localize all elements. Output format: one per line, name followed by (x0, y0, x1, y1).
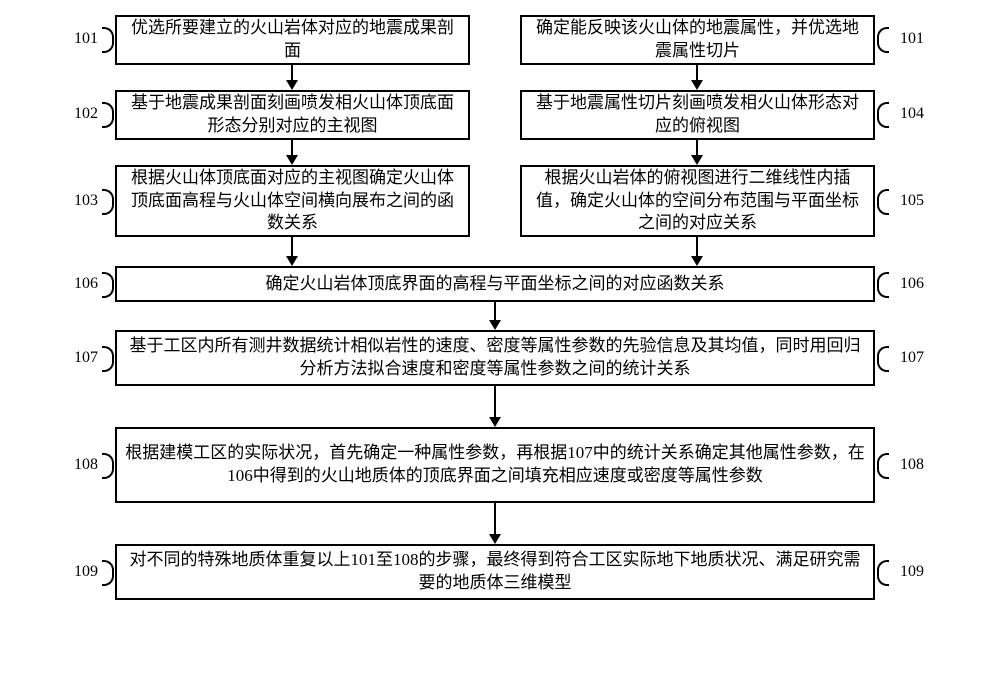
flowchart-box-107: 基于工区内所有测井数据统计相似岩性的速度、密度等属性参数的先验信息及其均值，同时… (115, 330, 875, 386)
bracket-icon (102, 560, 114, 586)
arrowhead-icon (286, 155, 298, 165)
arrowhead-icon (489, 320, 501, 330)
flowchart-box-108: 根据建模工区的实际状况，首先确定一种属性参数，再根据107中的统计关系确定其他属… (115, 427, 875, 503)
step-label-109-left: 109 (74, 563, 98, 581)
flowchart-box-104: 基于地震属性切片刻画喷发相火山体形态对应的俯视图 (520, 90, 875, 140)
box-text: 对不同的特殊地质体重复以上101至108的步骤，最终得到符合工区实际地下地质状况… (125, 549, 865, 595)
box-text: 基于地震属性切片刻画喷发相火山体形态对应的俯视图 (530, 92, 865, 138)
box-text: 基于地震成果剖面刻画喷发相火山体顶底面形态分别对应的主视图 (125, 92, 460, 138)
step-label-106-left: 106 (74, 275, 98, 293)
arrowhead-icon (489, 534, 501, 544)
step-label-105-right: 105 (900, 192, 924, 210)
step-label-109-right: 109 (900, 563, 924, 581)
bracket-icon (102, 189, 114, 215)
bracket-icon (877, 189, 889, 215)
box-text: 优选所要建立的火山岩体对应的地震成果剖面 (125, 17, 460, 63)
box-text: 根据火山岩体的俯视图进行二维线性内插值，确定火山体的空间分布范围与平面坐标之间的… (530, 167, 865, 236)
bracket-icon (102, 453, 114, 479)
arrowhead-icon (489, 417, 501, 427)
bracket-icon (877, 346, 889, 372)
arrowhead-icon (691, 80, 703, 90)
bracket-icon (102, 272, 114, 298)
arrow-icon (696, 237, 698, 258)
flowchart-box-109: 对不同的特殊地质体重复以上101至108的步骤，最终得到符合工区实际地下地质状况… (115, 544, 875, 600)
step-label-101-left: 101 (74, 30, 98, 48)
flowchart-box-101a: 优选所要建立的火山岩体对应的地震成果剖面 (115, 15, 470, 65)
flowchart-box-103: 根据火山体顶底面对应的主视图确定火山体顶底面高程与火山体空间横向展布之间的函数关… (115, 165, 470, 237)
step-label-107-right: 107 (900, 349, 924, 367)
box-text: 确定能反映该火山体的地震属性，并优选地震属性切片 (530, 17, 865, 63)
bracket-icon (877, 272, 889, 298)
arrowhead-icon (286, 256, 298, 266)
bracket-icon (102, 27, 114, 53)
step-label-106-right: 106 (900, 275, 924, 293)
flowchart-box-101b: 确定能反映该火山体的地震属性，并优选地震属性切片 (520, 15, 875, 65)
step-label-103-left: 103 (74, 192, 98, 210)
box-text: 基于工区内所有测井数据统计相似岩性的速度、密度等属性参数的先验信息及其均值，同时… (125, 335, 865, 381)
bracket-icon (877, 27, 889, 53)
bracket-icon (877, 102, 889, 128)
box-text: 确定火山岩体顶底界面的高程与平面坐标之间的对应函数关系 (266, 273, 725, 296)
arrow-icon (494, 386, 496, 419)
arrow-icon (291, 237, 293, 258)
bracket-icon (877, 560, 889, 586)
step-label-108-left: 108 (74, 456, 98, 474)
arrowhead-icon (691, 155, 703, 165)
flowchart-diagram: 优选所要建立的火山岩体对应的地震成果剖面 确定能反映该火山体的地震属性，并优选地… (0, 10, 1000, 666)
arrowhead-icon (286, 80, 298, 90)
box-text: 根据火山体顶底面对应的主视图确定火山体顶底面高程与火山体空间横向展布之间的函数关… (125, 167, 460, 236)
bracket-icon (102, 102, 114, 128)
bracket-icon (102, 346, 114, 372)
box-text: 根据建模工区的实际状况，首先确定一种属性参数，再根据107中的统计关系确定其他属… (125, 442, 865, 488)
step-label-104-right: 104 (900, 105, 924, 123)
step-label-102-left: 102 (74, 105, 98, 123)
step-label-108-right: 108 (900, 456, 924, 474)
arrow-icon (494, 503, 496, 536)
flowchart-box-105: 根据火山岩体的俯视图进行二维线性内插值，确定火山体的空间分布范围与平面坐标之间的… (520, 165, 875, 237)
step-label-107-left: 107 (74, 349, 98, 367)
step-label-101-right: 101 (900, 30, 924, 48)
arrow-icon (494, 302, 496, 322)
flowchart-box-102: 基于地震成果剖面刻画喷发相火山体顶底面形态分别对应的主视图 (115, 90, 470, 140)
arrowhead-icon (691, 256, 703, 266)
flowchart-box-106: 确定火山岩体顶底界面的高程与平面坐标之间的对应函数关系 (115, 266, 875, 302)
bracket-icon (877, 453, 889, 479)
